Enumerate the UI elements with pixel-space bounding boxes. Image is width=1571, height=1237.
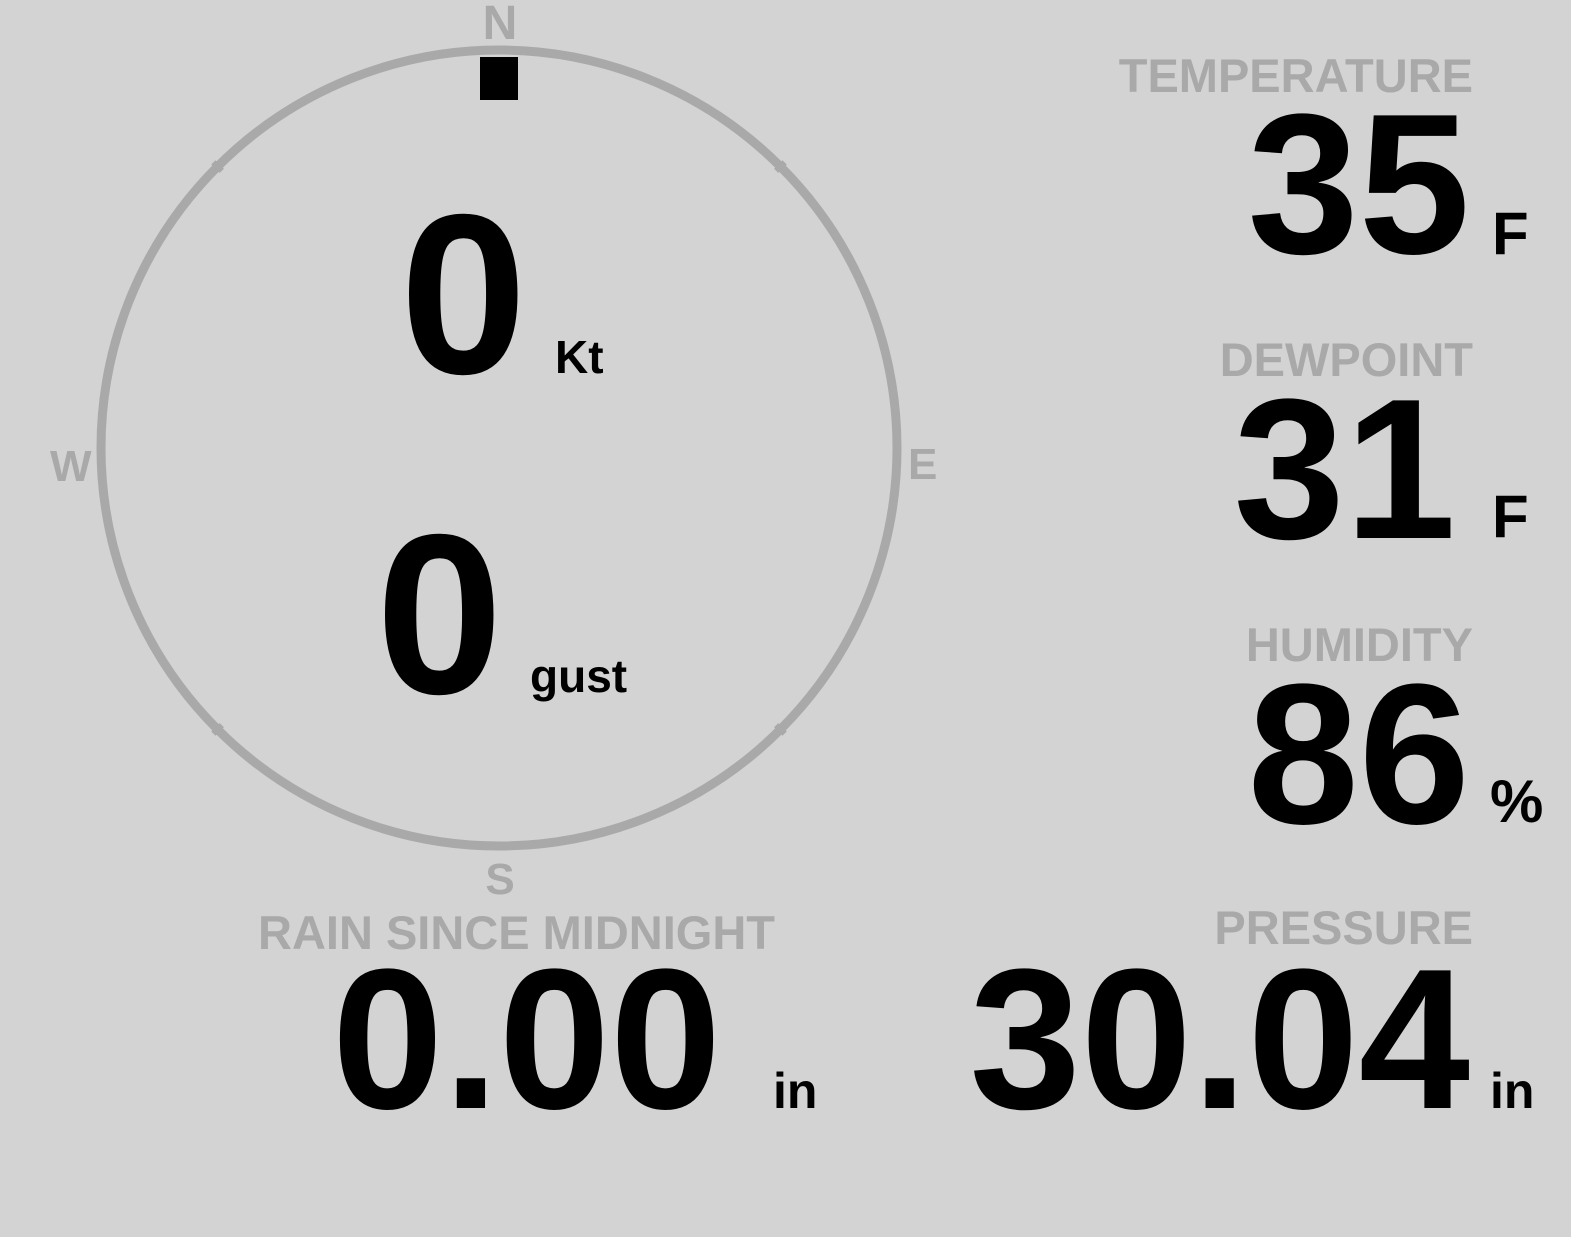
wind-speed-value: 0 [400,168,527,422]
compass-west: W [50,442,92,491]
compass-east: E [908,440,938,489]
pressure-label: PRESSURE [1214,901,1473,954]
wind-direction-indicator [480,57,518,100]
wind-gust-value: 0 [376,488,503,742]
dewpoint-value: 31 [1233,358,1456,581]
temperature-value: 35 [1247,73,1470,296]
rain-label: RAIN SINCE MIDNIGHT [258,906,775,959]
humidity-unit: % [1490,768,1544,835]
compass-tick [211,160,224,173]
compass-ring [96,45,902,851]
pressure-unit: in [1490,1063,1535,1119]
humidity-value: 86 [1247,643,1470,866]
compass-tick [211,723,224,736]
dewpoint-unit: F [1492,483,1529,550]
wind-speed-unit: Kt [555,331,604,383]
rain-value: 0.00 [332,928,722,1151]
humidity-label: HUMIDITY [1245,618,1473,671]
temperature-label: TEMPERATURE [1118,49,1473,102]
rain-unit: in [773,1063,818,1119]
pressure-value: 30.04 [969,928,1471,1151]
compass-north: N [482,0,518,50]
compass-tick [774,160,787,173]
compass-tick [774,723,787,736]
dewpoint-label: DEWPOINT [1219,333,1473,386]
compass-south: S [485,855,515,904]
wind-gust-unit: gust [530,650,628,702]
temperature-unit: F [1492,200,1529,267]
